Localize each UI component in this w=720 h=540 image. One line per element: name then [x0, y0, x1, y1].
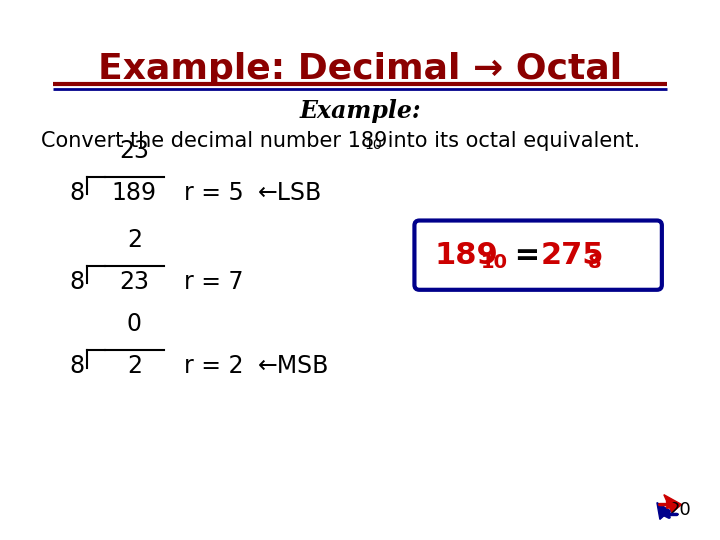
Text: 8: 8 [588, 253, 601, 272]
Text: r = 5: r = 5 [184, 181, 243, 205]
Text: 8: 8 [70, 270, 85, 294]
Text: 2: 2 [127, 354, 142, 378]
Text: into its octal equivalent.: into its octal equivalent. [381, 131, 640, 151]
Text: 23: 23 [120, 270, 149, 294]
Polygon shape [657, 503, 670, 519]
Text: =: = [503, 241, 550, 269]
Text: r = 2: r = 2 [184, 354, 243, 378]
Text: r = 7: r = 7 [184, 270, 243, 294]
Text: ←LSB: ←LSB [258, 181, 323, 205]
Text: Example: Decimal → Octal: Example: Decimal → Octal [98, 52, 622, 86]
Text: 10: 10 [481, 253, 508, 272]
Text: 275: 275 [541, 241, 605, 269]
Text: 189: 189 [434, 241, 498, 269]
Text: 8: 8 [70, 354, 85, 378]
Text: 189: 189 [112, 181, 157, 205]
Text: 2: 2 [127, 228, 142, 252]
Text: 23: 23 [120, 139, 149, 163]
Text: Convert the decimal number 189: Convert the decimal number 189 [41, 131, 387, 151]
Text: ←MSB: ←MSB [258, 354, 330, 378]
Polygon shape [664, 495, 682, 512]
Text: 20: 20 [669, 502, 691, 519]
FancyBboxPatch shape [415, 220, 662, 290]
Text: 10: 10 [364, 138, 382, 152]
Text: 8: 8 [70, 181, 85, 205]
Text: Example:: Example: [300, 99, 420, 123]
Text: 0: 0 [127, 313, 142, 336]
